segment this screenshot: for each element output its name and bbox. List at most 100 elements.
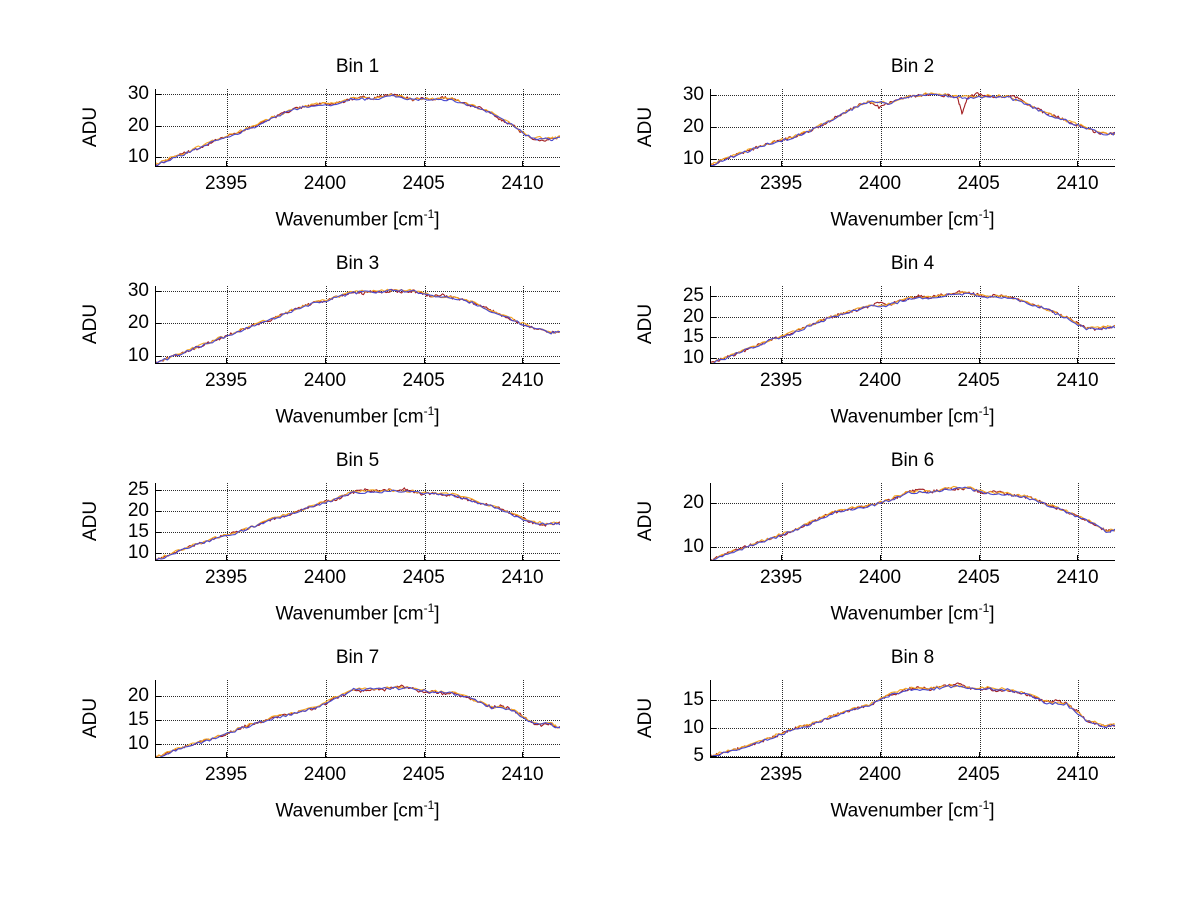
x-gridline: [325, 286, 327, 363]
x-gridline: [880, 483, 882, 560]
y-tick: [155, 157, 161, 159]
x-tick-label: 2395: [204, 370, 248, 391]
plot-area: 2395 2400 2405 2410 10 15 20 ADU Wavenumber [cm-…: [80, 680, 560, 821]
y-gridline: [711, 296, 1115, 298]
y-tick: [710, 127, 716, 129]
x-tick-label: 2405: [402, 567, 445, 588]
series-line: [711, 487, 1115, 560]
x-tick-label: 2405: [957, 567, 1000, 588]
y-gridline: [711, 357, 1115, 359]
series-line: [156, 288, 560, 363]
y-tick: [710, 296, 716, 298]
y-gridline: [156, 695, 560, 697]
x-tick: [324, 752, 326, 758]
x-gridline: [523, 89, 525, 166]
series-group: [711, 682, 1115, 757]
series-line: [156, 488, 560, 560]
y-tick: [155, 695, 161, 697]
y-tick: [710, 727, 716, 729]
x-gridline: [325, 680, 327, 757]
panel-bin-1: Bin 1 2395 2400 2405 2410 10 20 30 ADU Wavenumber…: [35, 55, 600, 243]
x-tick-label: 2410: [501, 567, 544, 588]
x-gridline: [523, 286, 525, 363]
x-tick-label: 2400: [303, 567, 347, 588]
x-tick: [324, 555, 326, 561]
x-tick: [781, 752, 783, 758]
y-tick-label: 10: [127, 733, 149, 755]
y-tick: [710, 95, 716, 97]
x-tick: [978, 752, 980, 758]
y-tick-label: 20: [127, 312, 149, 334]
x-tick-label: 2410: [1056, 173, 1099, 194]
y-tick-label: 20: [682, 116, 704, 138]
panel-title: Bin 4: [890, 253, 935, 274]
y-tick-label: 20: [682, 305, 704, 327]
x-gridline: [979, 483, 981, 560]
x-tick: [1077, 358, 1079, 364]
plot-box: [710, 680, 1115, 758]
x-gridline: [424, 483, 426, 560]
y-gridline: [156, 552, 560, 554]
y-axis-label: ADU: [80, 106, 101, 148]
x-axis-label-exponent: -1: [423, 207, 435, 221]
y-gridline: [156, 355, 560, 357]
plot-box: [155, 680, 560, 758]
y-tick: [155, 93, 161, 95]
y-gridline: [711, 700, 1115, 702]
x-axis-label-text: Wavenumber [cm: [830, 603, 979, 625]
series-line: [711, 93, 1115, 166]
x-axis-label: Wavenumber [cm-1]: [155, 798, 560, 822]
plot-box: [155, 483, 560, 561]
x-axis-label: Wavenumber [cm-1]: [155, 404, 560, 428]
y-gridline: [156, 93, 560, 95]
series-group: [156, 684, 560, 757]
y-tick-label: 20: [127, 114, 149, 136]
x-tick-label: 2400: [858, 370, 902, 391]
x-tick-label: 2395: [759, 764, 803, 785]
x-gridline: [325, 89, 327, 166]
panel-title: Bin 1: [335, 56, 380, 77]
plot-box: [710, 286, 1115, 364]
x-gridline: [1078, 89, 1080, 166]
x-axis-label-text: Wavenumber [cm: [275, 209, 424, 231]
panel-title: Bin 6: [890, 450, 935, 471]
x-tick: [226, 752, 228, 758]
y-gridline: [156, 531, 560, 533]
y-axis-label: ADU: [80, 500, 101, 542]
x-gridline: [782, 89, 784, 166]
series-group: [156, 93, 560, 166]
series-group: [711, 92, 1115, 166]
series-group: [156, 487, 560, 560]
plot-area: 2395 2400 2405 2410 5 10 15 ADU Wavenumber [cm-1…: [635, 680, 1115, 821]
y-tick-label: 10: [682, 346, 704, 368]
x-axis-label-bracket: ]: [989, 800, 995, 822]
y-tick: [710, 755, 716, 757]
x-axis-label-bracket: ]: [434, 406, 440, 428]
panel-title: Bin 7: [335, 647, 380, 668]
x-tick: [522, 555, 524, 561]
x-axis-label-text: Wavenumber [cm: [830, 800, 979, 822]
series-group: [711, 485, 1115, 560]
x-tick: [1077, 555, 1079, 561]
y-axis-label: ADU: [80, 303, 101, 345]
x-axis-label-exponent: -1: [978, 207, 990, 221]
panel-bin-4: Bin 4 2395 2400 2405 2410 10 15 20 25 ADU Wavenumb…: [590, 252, 1155, 440]
series-line: [711, 485, 1115, 560]
x-axis-label-text: Wavenumber [cm: [275, 603, 424, 625]
x-tick-label: 2395: [204, 764, 248, 785]
x-axis-label-bracket: ]: [989, 406, 995, 428]
plot-area: 2395 2400 2405 2410 10 20 30 ADU Wavenumber [cm-…: [80, 280, 560, 427]
x-axis-label-text: Wavenumber [cm: [275, 406, 424, 428]
x-tick-label: 2410: [1056, 567, 1099, 588]
x-tick-label: 2400: [858, 764, 902, 785]
y-tick-label: 20: [682, 491, 704, 513]
plot-box: [710, 483, 1115, 561]
series-group: [156, 288, 560, 363]
series-line: [156, 288, 560, 363]
series-line: [711, 290, 1115, 363]
y-gridline: [156, 719, 560, 721]
x-axis-label-bracket: ]: [434, 209, 440, 231]
y-tick-label: 10: [127, 541, 149, 563]
series-line: [711, 291, 1115, 363]
x-tick: [226, 358, 228, 364]
